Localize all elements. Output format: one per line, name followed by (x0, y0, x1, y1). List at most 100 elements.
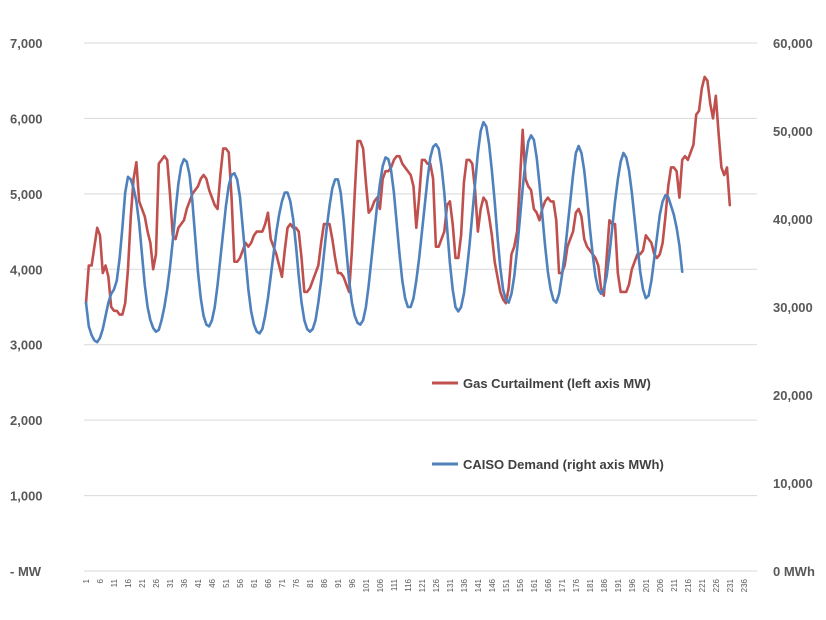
data-point (250, 310, 252, 312)
data-point (365, 181, 367, 184)
data-point (390, 170, 392, 172)
data-point (558, 293, 560, 295)
data-point (253, 324, 255, 326)
data-point (382, 165, 384, 167)
data-point (124, 192, 126, 194)
x-tick-label: 36 (180, 578, 189, 587)
data-point (586, 246, 588, 248)
x-tick-label: 26 (152, 578, 161, 587)
x-tick-label: 76 (292, 578, 301, 587)
data-point (373, 231, 375, 233)
data-point (438, 246, 440, 248)
data-point (172, 240, 174, 242)
data-point (362, 148, 364, 150)
data-point (471, 163, 473, 165)
data-point (88, 325, 90, 327)
data-point (597, 288, 599, 290)
data-point (491, 234, 493, 236)
right-tick-label: 20,000 (773, 388, 813, 403)
data-point (407, 306, 409, 308)
data-point (636, 244, 639, 246)
data-point (572, 174, 574, 176)
data-point (513, 275, 515, 277)
data-point (331, 238, 333, 240)
data-point (225, 148, 227, 150)
right-tick-label: 40,000 (773, 212, 813, 227)
data-point (309, 287, 311, 289)
data-point (600, 293, 602, 295)
data-point (121, 227, 123, 229)
data-point (533, 208, 535, 210)
data-point (107, 302, 109, 304)
data-point (695, 114, 697, 116)
data-point (208, 325, 210, 327)
data-point (214, 204, 216, 206)
data-point (662, 200, 664, 202)
data-point (432, 146, 434, 148)
data-point (118, 313, 121, 316)
data-point (152, 327, 154, 329)
data-point (298, 275, 300, 277)
x-tick-label: 91 (334, 578, 343, 587)
data-point (418, 258, 420, 260)
data-point (356, 140, 359, 142)
data-point (561, 275, 563, 277)
data-point (197, 271, 199, 273)
data-point (429, 156, 431, 158)
data-point (572, 230, 574, 233)
data-point (127, 268, 129, 270)
data-point (645, 234, 647, 236)
data-point (617, 272, 619, 274)
data-point (555, 302, 557, 304)
data-point (116, 280, 118, 282)
data-point (345, 283, 347, 285)
data-point (659, 253, 661, 255)
right-tick-label: 30,000 (773, 300, 813, 315)
x-tick-label: 151 (502, 578, 511, 592)
data-point (247, 288, 249, 290)
data-point (477, 152, 479, 154)
data-point (547, 271, 549, 273)
data-point (667, 185, 669, 187)
x-tick-label: 161 (530, 578, 539, 592)
data-point (337, 178, 339, 180)
x-tick-label: 176 (572, 578, 581, 592)
data-point (622, 152, 625, 154)
data-point (653, 258, 655, 260)
data-point (387, 170, 389, 172)
data-point (191, 200, 193, 202)
data-point (673, 166, 675, 169)
data-point (502, 288, 504, 290)
x-tick-label: 46 (208, 578, 217, 587)
data-point (384, 170, 387, 172)
x-tick-label: 131 (446, 578, 455, 592)
data-point (188, 200, 191, 202)
data-point (454, 306, 457, 308)
data-point (474, 183, 476, 185)
data-point (393, 159, 395, 161)
data-point (536, 212, 538, 214)
data-point (247, 246, 249, 248)
data-point (144, 284, 146, 286)
x-tick-label: 146 (488, 578, 497, 592)
data-point (244, 258, 247, 260)
data-point (194, 236, 196, 238)
data-point (544, 244, 546, 246)
data-point (566, 227, 569, 229)
data-point (169, 266, 171, 268)
data-point (91, 334, 93, 336)
data-point (480, 208, 482, 210)
data-point (594, 257, 597, 259)
data-point (188, 174, 191, 176)
x-tick-label: 86 (320, 578, 329, 587)
data-point (407, 170, 409, 172)
series-points-gas-curtailment (85, 76, 731, 316)
data-point (104, 264, 107, 267)
data-point (536, 156, 538, 158)
data-point (200, 297, 202, 299)
data-point (625, 156, 627, 158)
data-point (440, 165, 443, 167)
data-point (345, 249, 347, 251)
legend-item-caiso-demand: CAISO Demand (right axis MWh) (432, 457, 664, 472)
